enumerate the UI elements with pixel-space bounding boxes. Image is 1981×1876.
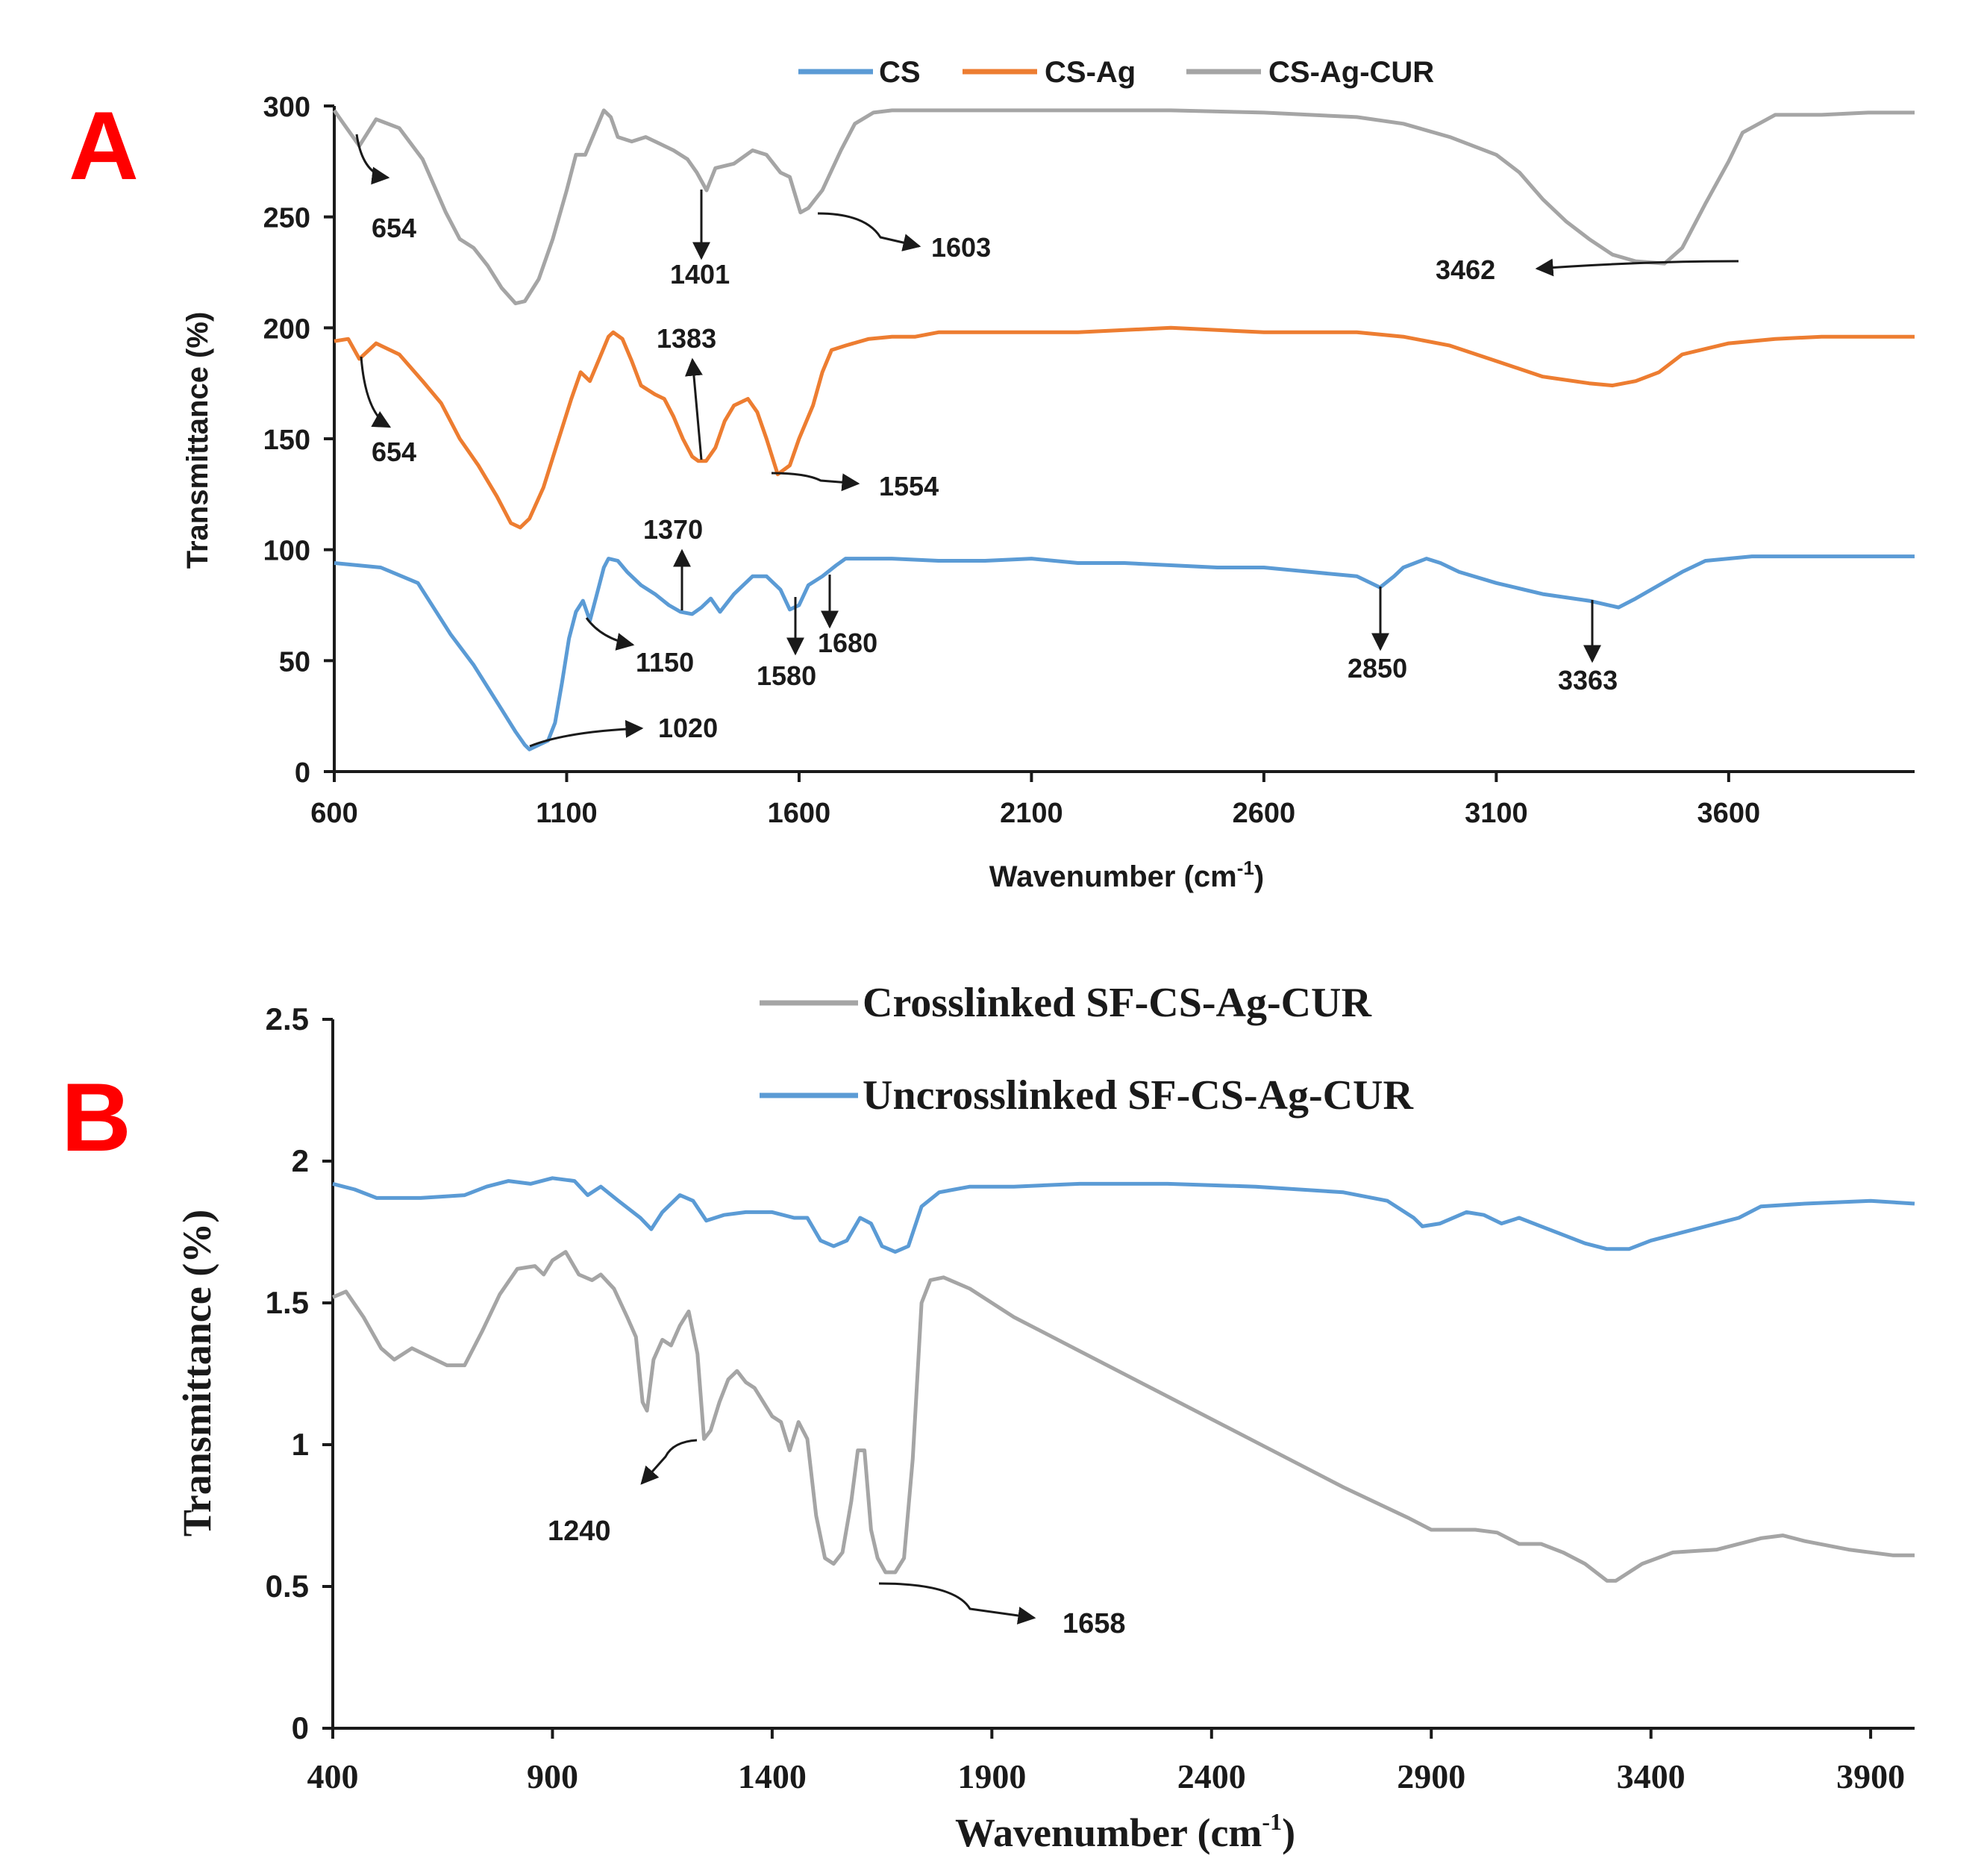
legend-b-label-crosslinked: Crosslinked SF-CS-Ag-CUR: [863, 980, 1371, 1026]
ann-a-ag-1383: 1383: [657, 323, 716, 354]
ann-a-cs-1680: 1680: [818, 628, 877, 658]
a-y-tick-label: 300: [263, 92, 310, 123]
b-x-tick-label: 3400: [1617, 1757, 1686, 1795]
b-x-tick-label: 2900: [1397, 1757, 1465, 1795]
a-annotations: 654 1401 1603 3462 1383 654 1554 1370 11…: [355, 134, 1739, 748]
a-y-ticks: 0 50 100 150 200 250 300: [263, 92, 334, 789]
ann-a-ag-654-arrow: [360, 356, 392, 428]
ann-a-cs-1370: 1370: [643, 514, 703, 545]
a-x-tick-label: 600: [310, 798, 357, 829]
b-y-tick-label: 2: [292, 1143, 309, 1178]
panel-a: A CS CS-Ag CS-Ag-CUR 050100150200250300 …: [69, 56, 1915, 893]
b-x-ticks: 400 900 1400 1900 2400 2900 3400 3900: [307, 1728, 1905, 1795]
a-y-tick-label: 50: [279, 646, 310, 678]
ann-b-1240: 1240: [548, 1516, 611, 1547]
ann-a-cs-1580: 1580: [757, 660, 816, 691]
b-x-tick-label: 2400: [1177, 1757, 1246, 1795]
a-x-tick-label: 3600: [1697, 798, 1761, 829]
a-x-tick-label: 2100: [1000, 798, 1063, 829]
ann-b-1658: 1658: [1063, 1608, 1126, 1639]
b-x-tick-label: 900: [527, 1757, 578, 1795]
a-y-tick-label: 100: [263, 536, 310, 567]
ann-b-1240-arrow: [640, 1439, 698, 1485]
ann-b-1658-arrow: [878, 1582, 1036, 1625]
b-x-tick-label: 1900: [957, 1757, 1026, 1795]
b-series-group: [332, 1176, 1915, 1583]
b-x-tick-label: 1400: [738, 1757, 807, 1795]
panel-a-label: A: [69, 91, 139, 200]
a-x-axis-title: Wavenumber (cm-1): [989, 857, 1264, 893]
a-x-tick-label: 2600: [1233, 798, 1296, 829]
ann-a-cur-654: 654: [372, 213, 416, 243]
legend-a: CS CS-Ag CS-Ag-CUR: [798, 56, 1434, 89]
ann-a-ag-1554-arrow: [771, 472, 860, 492]
a-x-tick-label: 1100: [536, 798, 597, 829]
a-y-tick-label: 200: [263, 313, 310, 345]
ann-a-cs-1150-arrow: [585, 617, 635, 651]
b-y-axis-title: Transmittance (%): [175, 1210, 219, 1536]
a-x-tick-label: 1600: [768, 798, 831, 829]
a-y-tick-label: 250: [263, 203, 310, 234]
ann-a-cs-1150: 1150: [636, 647, 694, 678]
a-y-tick-label: 0: [295, 757, 310, 789]
b-y-tick-label: 1: [292, 1427, 309, 1462]
a-series-group: [332, 108, 1915, 751]
ann-a-ag-1383-arrow: [684, 357, 703, 460]
b-series-line-crosslinked-sf-cs-ag-cur: [332, 1250, 1915, 1583]
a-series-line-cs-ag-cur: [332, 108, 1915, 306]
panel-b-label: B: [61, 1063, 131, 1172]
ann-a-cur-654-arrow: [355, 134, 390, 185]
ann-a-cur-1603-arrow: [817, 212, 921, 251]
a-series-line-cs: [334, 554, 1915, 751]
ann-a-cs-3363: 3363: [1558, 665, 1618, 695]
b-y-tick-label: 0: [292, 1710, 309, 1745]
legend-a-label-cs: CS: [879, 56, 921, 89]
a-y-axis-title: Transmittance (%): [181, 312, 214, 569]
legend-b: Crosslinked SF-CS-Ag-CUR Uncrosslinked S…: [760, 980, 1413, 1119]
legend-a-label-csag: CS-Ag: [1045, 56, 1136, 89]
b-annotations: 1240 1658: [548, 1439, 1126, 1639]
ann-a-cs-2850: 2850: [1348, 653, 1407, 684]
ann-a-ag-654: 654: [372, 437, 416, 467]
a-x-ticks: 600 1100 1600 2100 2600 3100 3600: [310, 772, 1760, 829]
ann-a-cur-1603: 1603: [931, 232, 991, 263]
a-x-tick-label: 3100: [1465, 798, 1528, 829]
panel-b: B Crosslinked SF-CS-Ag-CUR Uncrosslinked…: [61, 980, 1915, 1855]
ann-a-cs-1020: 1020: [658, 713, 718, 743]
ann-a-cur-3462: 3462: [1436, 254, 1495, 285]
b-x-axis-title: Wavenumber (cm-1): [955, 1808, 1295, 1855]
a-y-tick-label: 150: [263, 425, 310, 456]
ann-a-ag-1554: 1554: [879, 471, 939, 501]
ann-a-cs-1020-arrow: [529, 719, 644, 748]
b-y-tick-label: 0.5: [266, 1569, 309, 1604]
b-x-tick-label: 3900: [1836, 1757, 1905, 1795]
b-y-ticks: 0 0.5 1 1.5 2 2.5: [266, 1001, 333, 1745]
b-y-tick-label: 1.5: [266, 1285, 309, 1320]
legend-b-label-uncrosslinked: Uncrosslinked SF-CS-Ag-CUR: [863, 1072, 1413, 1119]
ann-a-cur-1401: 1401: [670, 259, 730, 290]
ann-a-cur-3462-arrow: [1535, 258, 1739, 277]
a-series-line-cs-ag: [334, 325, 1915, 530]
b-series-line-uncrosslinked-sf-cs-ag-cur: [332, 1176, 1915, 1254]
legend-a-label-cscur: CS-Ag-CUR: [1268, 56, 1434, 89]
b-y-tick-label: 2.5: [266, 1001, 309, 1037]
b-x-tick-label: 400: [307, 1757, 359, 1795]
